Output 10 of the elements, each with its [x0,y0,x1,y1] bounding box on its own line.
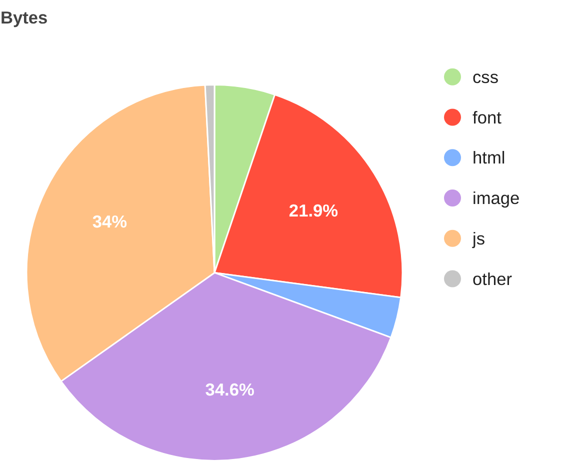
legend-label: font [472,107,502,128]
legend-label: image [472,188,520,208]
data-label: 34.6% [205,379,254,400]
legend-label: css [472,66,499,87]
legend-label: other [472,268,512,289]
data-label: 21.9% [288,200,338,221]
chart-title: Bytes [0,8,48,28]
data-label: 34% [92,211,128,232]
legend-label: html [472,148,506,168]
legend-label: js [472,228,486,248]
